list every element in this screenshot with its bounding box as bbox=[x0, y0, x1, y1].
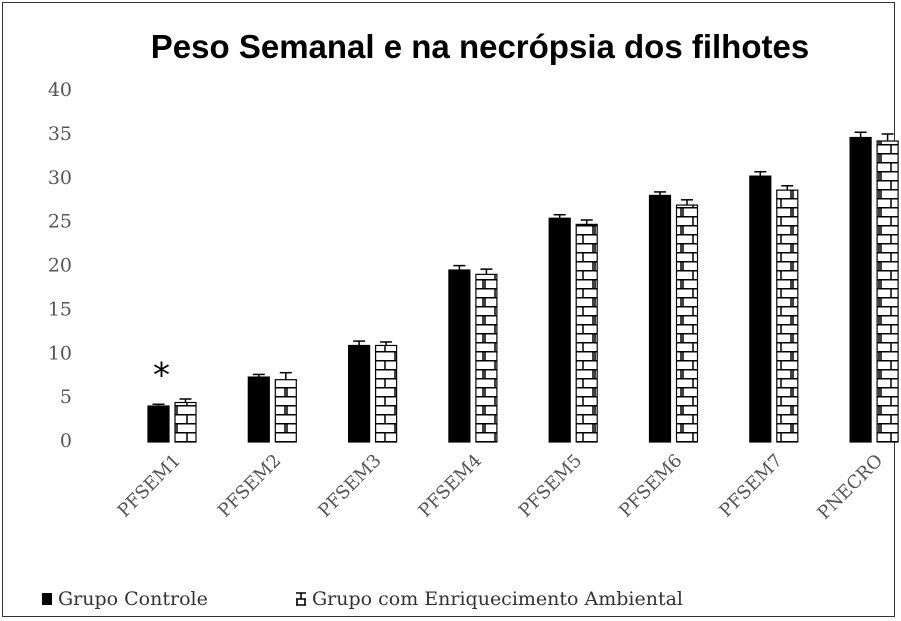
x-tick-label: PNECRO bbox=[814, 450, 888, 524]
legend-label: Grupo com Enriquecimento Ambiental bbox=[312, 588, 683, 610]
bar bbox=[648, 194, 672, 443]
bar bbox=[749, 175, 772, 443]
x-tick-label: PFSEM5 bbox=[515, 450, 586, 521]
x-tick-label: PFSEM2 bbox=[214, 450, 285, 521]
legend-swatch bbox=[296, 592, 306, 606]
bar bbox=[448, 269, 471, 443]
chart-title: Peso Semanal e na necrópsia dos filhotes bbox=[150, 28, 810, 65]
bar bbox=[247, 376, 270, 443]
legend-label: Grupo Controle bbox=[58, 588, 208, 610]
y-tick-label: 10 bbox=[48, 342, 72, 364]
y-tick-label: 20 bbox=[48, 255, 72, 277]
annotation: * bbox=[153, 356, 170, 396]
bar bbox=[174, 401, 197, 443]
y-tick-label: 5 bbox=[60, 386, 72, 408]
bar bbox=[849, 136, 872, 443]
bar bbox=[348, 344, 371, 443]
y-tick-label: 40 bbox=[48, 79, 72, 101]
bar bbox=[548, 217, 571, 443]
bar bbox=[675, 204, 699, 443]
y-tick-label: 15 bbox=[48, 298, 72, 320]
x-tick-label: PFSEM4 bbox=[415, 450, 486, 521]
bar bbox=[375, 344, 398, 443]
x-tick-label: PFSEM1 bbox=[114, 450, 185, 521]
legend-swatch bbox=[42, 593, 52, 605]
y-tick-label: 0 bbox=[60, 430, 72, 452]
y-tick-label: 35 bbox=[48, 123, 72, 145]
bar bbox=[575, 223, 598, 443]
y-tick-label: 25 bbox=[48, 211, 72, 233]
x-tick-label: PFSEM6 bbox=[615, 450, 686, 521]
y-tick-label: 30 bbox=[48, 167, 72, 189]
bar bbox=[876, 140, 899, 443]
bar bbox=[475, 273, 498, 443]
x-tick-label: PFSEM7 bbox=[715, 450, 786, 521]
bar bbox=[147, 405, 170, 443]
bar bbox=[274, 379, 297, 443]
x-tick-label: PFSEM3 bbox=[314, 450, 385, 521]
bar bbox=[776, 189, 799, 443]
